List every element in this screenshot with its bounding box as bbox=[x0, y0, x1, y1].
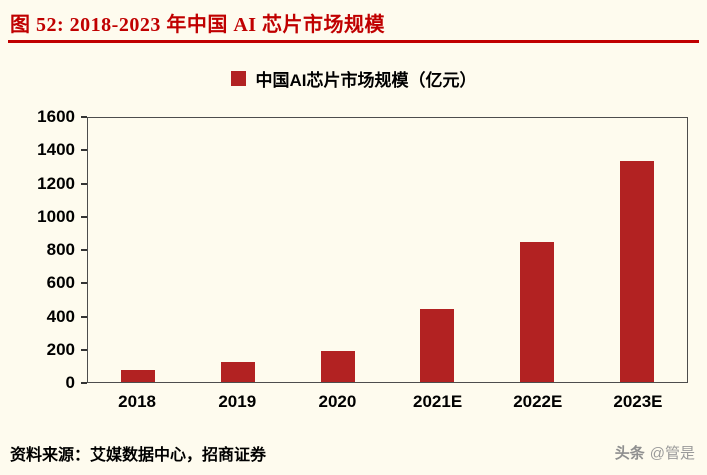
chart: 0 200 400 600 800 1000 1200 1400 1600 2018 2019 20… bbox=[12, 107, 688, 411]
title-divider bbox=[8, 40, 699, 43]
source-note: 资料来源：艾媒数据中心，招商证券 bbox=[10, 447, 267, 464]
y-axis: 0 200 400 600 800 1000 1200 1400 1600 bbox=[12, 107, 87, 392]
x-axis-tick-label: 2018 bbox=[118, 392, 156, 411]
x-axis-tick-label: 2021E bbox=[413, 392, 463, 411]
y-axis-tick-label: 1400 bbox=[37, 140, 75, 160]
legend-swatch-icon bbox=[230, 71, 246, 86]
y-axis-tick-mark bbox=[81, 382, 87, 384]
y-axis-tick-mark bbox=[81, 315, 87, 318]
x-axis-tick-label: 2019 bbox=[218, 392, 257, 411]
y-axis-tick-mark bbox=[81, 182, 87, 185]
legend-label: 中国AI芯片市场规模（亿元） bbox=[255, 71, 477, 90]
y-axis-tick-label: 200 bbox=[46, 339, 75, 359]
y-axis-tick-label: 0 bbox=[65, 373, 75, 392]
y-axis-tick-label: 400 bbox=[46, 306, 75, 326]
y-axis-tick-mark bbox=[81, 249, 87, 251]
bar-2021E bbox=[420, 309, 455, 382]
watermark-handle: @管是 bbox=[649, 445, 695, 462]
legend: 中国AI芯片市场规模（亿元） bbox=[0, 66, 707, 91]
watermark-brand: 头条 bbox=[614, 445, 645, 462]
x-axis-tick-label: 2020 bbox=[318, 392, 357, 411]
x-axis-tick-label: 2022E bbox=[513, 392, 563, 411]
y-axis-tick-mark bbox=[81, 215, 87, 218]
figure-title: 图 52: 2018-2023 年中国 AI 芯片市场规模 bbox=[10, 14, 386, 36]
y-axis-tick-mark bbox=[81, 282, 87, 285]
y-axis-tick-label: 1200 bbox=[37, 173, 75, 193]
y-axis-tick-label: 800 bbox=[46, 240, 75, 259]
bar-2020 bbox=[320, 350, 355, 382]
bar-2022E bbox=[520, 241, 555, 382]
plot-area bbox=[87, 117, 688, 383]
y-axis-tick-label: 1600 bbox=[37, 107, 75, 126]
y-axis-tick-label: 1000 bbox=[37, 206, 75, 226]
y-axis-tick-mark bbox=[81, 149, 87, 152]
watermark: 头条 @管是 bbox=[615, 442, 695, 463]
y-axis-tick-label: 600 bbox=[46, 273, 75, 293]
y-axis-tick-mark bbox=[81, 116, 87, 118]
x-axis-tick-label: 2023E bbox=[613, 392, 663, 411]
bar-2018 bbox=[120, 370, 155, 382]
bar-2023E bbox=[620, 160, 655, 382]
bar-2019 bbox=[220, 362, 255, 382]
y-axis-tick-mark bbox=[81, 348, 87, 351]
x-axis: 2018 2019 2020 2021E 2022E 2023E bbox=[87, 392, 688, 412]
